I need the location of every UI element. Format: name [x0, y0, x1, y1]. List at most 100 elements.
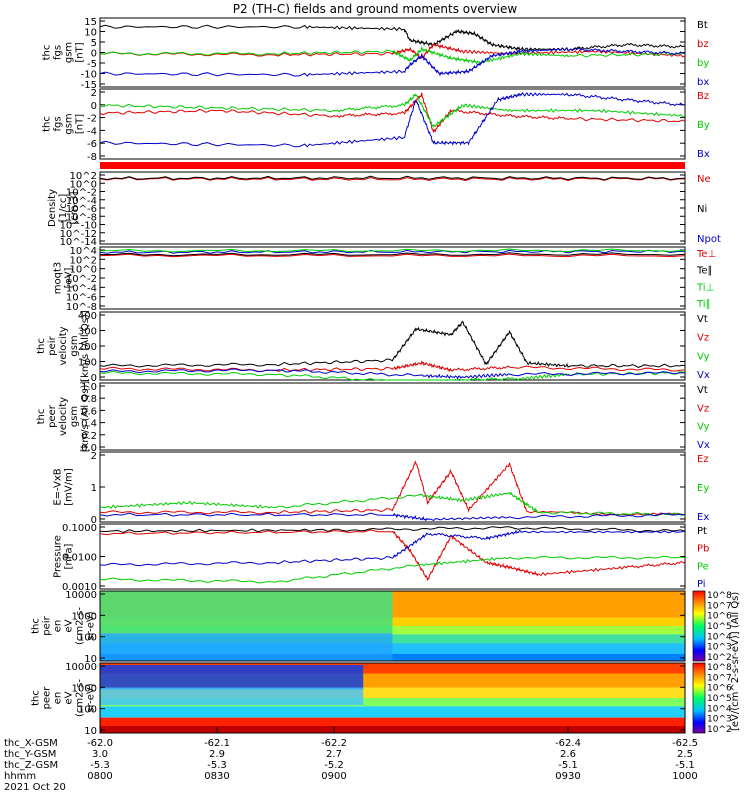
colorbar-tick-label: 10^4: [707, 632, 732, 642]
y-axis-label: gsm: [69, 335, 80, 356]
y-axis-label: thc: [42, 45, 53, 61]
x-annotation-value: 0800: [87, 771, 112, 782]
x-annotation-value: -5.3: [90, 760, 110, 771]
y-tick-label: 10^2: [70, 255, 97, 266]
x-annotation-value: -5.2: [324, 760, 344, 771]
spectrogram-region: [100, 591, 393, 633]
legend-item: Vz: [697, 403, 709, 414]
series-line-Vz: [99, 360, 685, 373]
series-line-Vt: [99, 320, 686, 368]
y-axis-label: moqt3: [53, 262, 64, 295]
colorbar-tick-label: 10^7: [707, 673, 732, 683]
x-annotation-value: -5.1: [558, 760, 578, 771]
colorbar-tick-label: 10^3: [707, 643, 732, 653]
colorbar-tick-label: 10^6: [707, 684, 732, 694]
panel-frame: [99, 590, 686, 662]
legend-item: Ex: [697, 512, 709, 523]
series-line-Pe: [99, 555, 686, 584]
y-tick-label: 0.8: [81, 394, 97, 405]
panel-5: 400 300 200 100 0 thc peir velocity gsm [km/s (Al…: [36, 310, 710, 384]
legend-item: Vy: [697, 422, 710, 433]
colorbar-tick-label: 10^8: [707, 663, 732, 673]
legend-item: Vx: [697, 440, 710, 451]
y-tick-label: 1000: [72, 611, 97, 622]
series-line-Bz: [99, 92, 686, 134]
y-axis-label: gsm: [69, 406, 80, 427]
panel-2: 2 0 -2-4 -6 -8 thc fgs gsm [nT] Bz By Bx: [42, 88, 710, 163]
y-tick-label: 0.6: [81, 406, 97, 417]
y-axis-label: sr-eV): [86, 683, 97, 712]
y-axis-label: Density: [47, 189, 58, 227]
y-tick-label: 10^2: [70, 171, 97, 182]
panel-frame: [99, 88, 686, 160]
y-tick-label: 0.2: [81, 431, 97, 442]
y-axis-label: peir: [42, 615, 53, 635]
legend-item: Pt: [697, 526, 707, 537]
y-tick-label: 10^-8: [66, 212, 97, 223]
y-tick-label: 1.0: [81, 382, 97, 393]
legend-item: Ti∥: [696, 299, 711, 310]
colorbar: [692, 590, 706, 662]
legend-item: Ni: [697, 204, 707, 215]
legend-item: Pb: [697, 544, 709, 555]
x-annotation-value: 0930: [555, 771, 580, 782]
panel-7: 2 1 0 E=-VxB [mV/m] Ez Ey Ex: [53, 451, 710, 526]
series-line-bx: [99, 47, 686, 77]
spectrogram-band: [100, 706, 685, 718]
y-axis-label: thc: [42, 116, 53, 132]
y-axis-label: (cm2-s-: [75, 679, 86, 717]
x-annotation-value: 2.6: [560, 749, 576, 760]
x-annotation-value: -62.1: [204, 738, 230, 749]
y-tick-label: 10: [84, 726, 97, 737]
x-annotation-value: -5.1: [675, 760, 695, 771]
y-tick-label: 2: [91, 88, 97, 99]
series-line-Ey: [99, 491, 686, 517]
legend-item: bz: [697, 39, 709, 50]
x-annotation-value: 3.0: [92, 749, 108, 760]
colorbar: [692, 662, 706, 734]
y-axis-label: [eV]: [64, 268, 75, 289]
series-line-Ne: [99, 176, 686, 182]
y-tick-label: -15: [81, 80, 97, 91]
x-axis-annotation: thc_X-GSM -62.0 -62.1 -62.2 -62.4 -62.5 thc_Y-…: [4, 727, 698, 793]
spectrogram-region: [100, 665, 364, 690]
y-tick-label: 0.4: [81, 419, 97, 430]
series-line-By: [99, 93, 686, 128]
x-annotation-value: 1000: [672, 771, 697, 782]
panel-8: 0.1000 0.0100 0.0010 Pressure [nPa] Pt Pb Pe Pi: [53, 523, 710, 593]
y-tick-label: 400: [78, 311, 97, 322]
y-tick-label: 10^0: [70, 179, 97, 190]
series-line-Ex: [99, 512, 686, 522]
y-axis-label: thc: [31, 690, 42, 706]
spectrogram-band: [100, 698, 685, 707]
spectrogram-region: [100, 687, 364, 705]
colorbar-label: [eV/(cm^2-s-sr-eV)] (All Qs): [730, 592, 741, 731]
x-annotation-value: -62.2: [321, 738, 347, 749]
x-annotation-value: 0830: [204, 771, 229, 782]
y-axis-label: (cm2-s-: [75, 607, 86, 645]
y-tick-label: 10^-4: [66, 283, 97, 294]
legend-item: Ne: [697, 174, 711, 185]
figure-title: P2 (TH-C) fields and ground moments over…: [233, 2, 518, 16]
date-label: 2021 Oct 20: [4, 782, 66, 793]
y-axis-label: [nT]: [75, 42, 86, 62]
y-tick-label: 0.0100: [62, 553, 97, 564]
series-line-Ni: [99, 175, 686, 181]
y-tick-label: 10^-2: [66, 188, 97, 199]
y-axis-label: gsm: [64, 113, 75, 134]
y-axis-label: velocity: [58, 326, 69, 365]
y-tick-label: 0.0010: [62, 582, 97, 593]
legend-item: Ey: [697, 483, 709, 494]
colorbar-tick-label: 10^4: [707, 704, 732, 714]
panel-frame: [99, 382, 686, 451]
y-tick-label: 2: [91, 451, 97, 462]
x-annotation-value: -62.5: [672, 738, 698, 749]
x-annotation-value: -5.3: [207, 760, 227, 771]
legend-item: Te⊥: [696, 249, 716, 260]
panel-frame: [99, 171, 686, 245]
spectrogram-band: [100, 717, 685, 726]
y-axis-label: thc: [31, 618, 42, 634]
y-tick-label: 10000: [65, 662, 97, 673]
colorbar-tick-label: 10^2: [707, 725, 732, 735]
